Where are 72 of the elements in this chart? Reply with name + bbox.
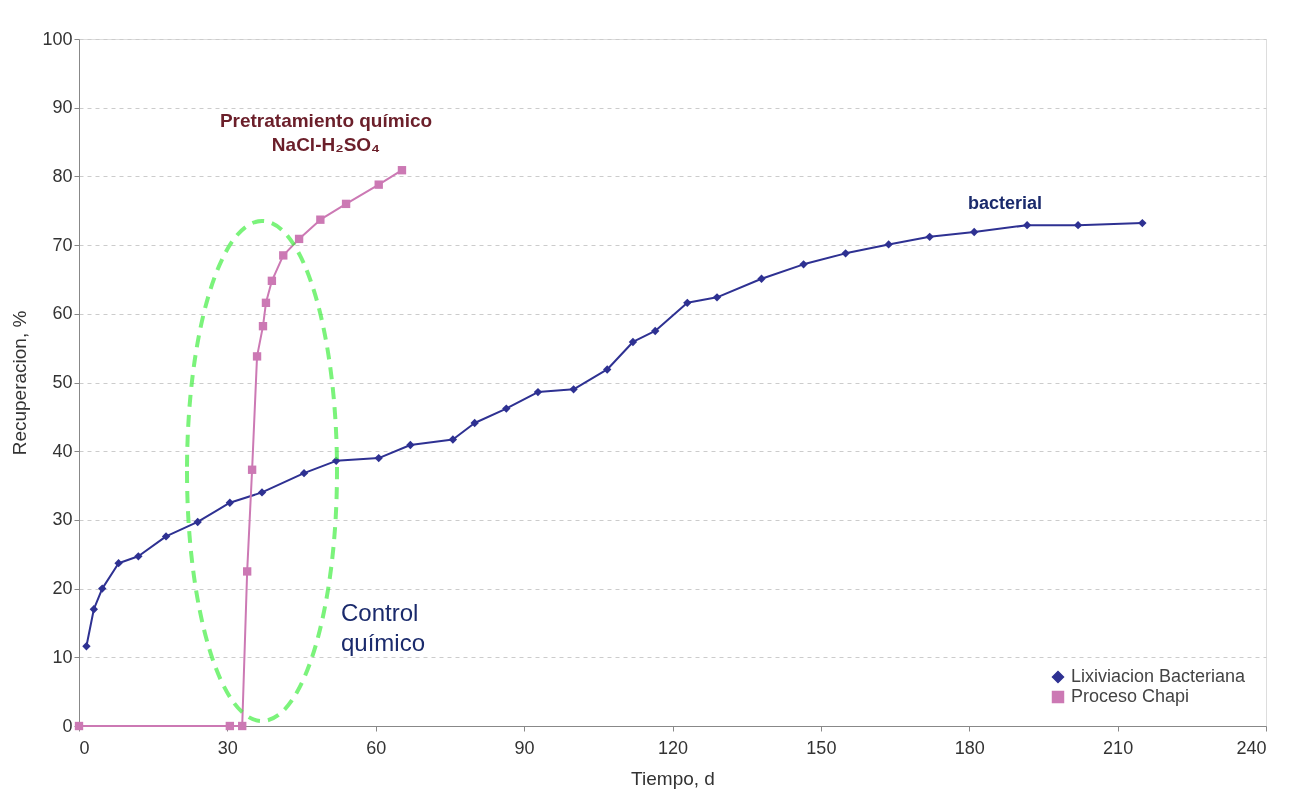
- point: [884, 240, 893, 249]
- point: [603, 365, 612, 374]
- y-tick-label: 60: [52, 303, 73, 324]
- legend-label: Lixiviacion Bacteriana: [1071, 666, 1247, 686]
- point: [247, 465, 257, 474]
- point: [406, 440, 415, 450]
- y-axis-title: Recuperacion, %: [9, 310, 31, 456]
- point: [651, 326, 660, 336]
- point: [970, 227, 979, 237]
- point: [569, 385, 578, 394]
- point: [299, 469, 309, 478]
- point: [193, 517, 202, 527]
- annotation: Control químico: [341, 599, 426, 656]
- y-tick-label: 40: [52, 440, 73, 461]
- point: [1073, 220, 1083, 230]
- point: [316, 215, 325, 224]
- y-tick-label: 100: [42, 28, 73, 49]
- point: [683, 298, 692, 307]
- point: [448, 435, 458, 444]
- x-tick-label: 0: [79, 737, 90, 758]
- y-tick-label: 0: [62, 715, 73, 736]
- y-tick-label: 70: [52, 234, 73, 255]
- legend-label: Proceso Chapi: [1071, 686, 1190, 706]
- point: [628, 337, 638, 347]
- y-tick-label: 80: [52, 165, 73, 186]
- point: [341, 199, 351, 209]
- y-tick-label: 30: [52, 509, 73, 530]
- x-tick-label: 60: [366, 737, 387, 758]
- point: [258, 321, 268, 331]
- point: [252, 352, 262, 361]
- x-tick-label: 240: [1236, 737, 1267, 758]
- point: [1138, 218, 1147, 228]
- point: [98, 584, 107, 593]
- point: [502, 404, 511, 413]
- annotation: bacterial: [967, 193, 1043, 213]
- point: [374, 180, 383, 189]
- point: [257, 488, 267, 497]
- point: [374, 453, 383, 463]
- y-tick-label: 20: [52, 578, 73, 599]
- x-tick-label: 30: [217, 737, 238, 758]
- point: [841, 249, 850, 258]
- point: [225, 498, 235, 507]
- y-tick-label: 10: [52, 646, 73, 667]
- point: [82, 642, 91, 651]
- point: [242, 567, 252, 576]
- x-tick-label: 150: [806, 737, 837, 758]
- point: [1022, 220, 1032, 230]
- point: [470, 418, 479, 428]
- y-tick-label: 50: [52, 372, 73, 392]
- x-tick-label: 120: [657, 737, 689, 758]
- annotation: Pretratamiento químico NaCl-H₂SO₄: [219, 110, 433, 155]
- point: [114, 559, 123, 568]
- y-tick-label: 90: [52, 97, 73, 118]
- point: [261, 298, 271, 307]
- point: [267, 276, 277, 286]
- x-tick-label: 180: [954, 737, 985, 758]
- point: [397, 166, 407, 175]
- x-tick-label: 90: [514, 737, 535, 758]
- point: [757, 274, 766, 283]
- point: [712, 293, 722, 302]
- point: [799, 260, 808, 269]
- point: [238, 721, 247, 731]
- point: [161, 532, 171, 541]
- point: [225, 721, 235, 731]
- point: [294, 234, 304, 244]
- x-tick-label: 210: [1103, 737, 1134, 758]
- x-axis-title: Tiempo, d: [631, 767, 715, 789]
- point: [279, 251, 288, 260]
- point: [533, 387, 543, 397]
- point: [925, 232, 934, 242]
- point: [134, 552, 143, 561]
- point: [89, 605, 99, 614]
